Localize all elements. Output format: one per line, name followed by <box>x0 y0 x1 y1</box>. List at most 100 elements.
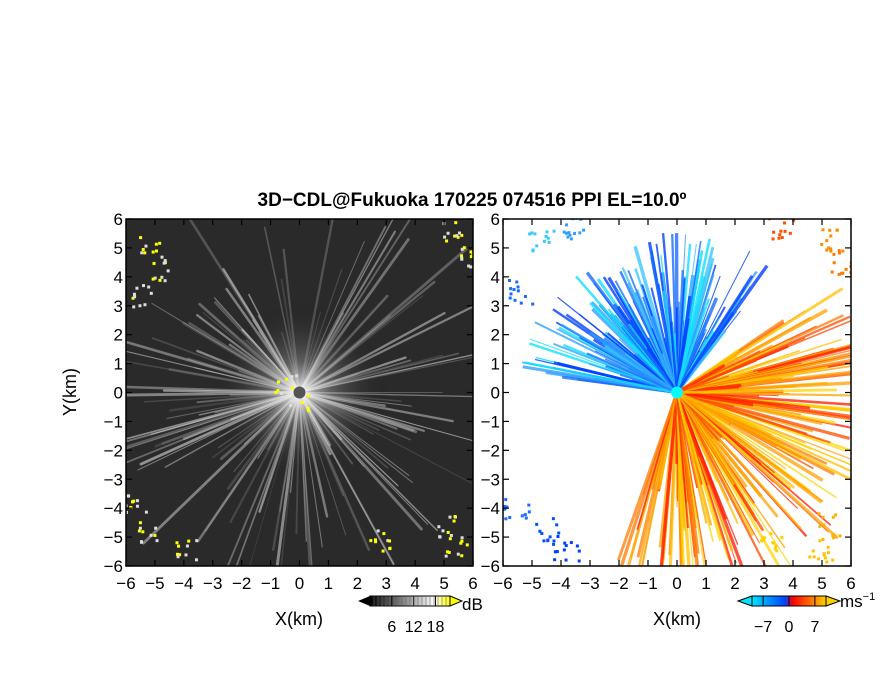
right-echo-speckle <box>830 270 834 274</box>
left-echo-speckle <box>163 259 167 263</box>
right-echo-speckle <box>827 246 831 250</box>
right-ray-positive <box>676 355 851 394</box>
left-echo-speckle <box>456 235 460 239</box>
left-echo-speckle <box>126 504 128 508</box>
left-echo-speckle <box>382 532 386 536</box>
right-echo-speckle <box>778 233 782 237</box>
left-echo-speckle <box>290 399 294 403</box>
right-echo-speckle <box>578 231 582 235</box>
right-echo-speckle <box>547 240 551 244</box>
left-colorbar: 6 12 18 dB <box>358 595 483 636</box>
right-echo-speckle <box>546 539 550 543</box>
right-ray-negative <box>675 275 754 394</box>
left-echo-speckle <box>471 252 473 256</box>
left-echo-speckle <box>155 539 159 543</box>
left-echo-speckle <box>185 544 189 548</box>
right-x-tick-label: −1 <box>638 574 657 593</box>
right-ray-negative <box>589 363 678 394</box>
right-x-tick-label: 5 <box>817 574 826 593</box>
right-echo-speckle <box>774 544 778 548</box>
right-echo-speckle <box>524 516 528 520</box>
left-y-tick-label: 3 <box>114 297 123 316</box>
left-echo-speckle <box>132 499 136 503</box>
right-echo-speckle <box>542 239 546 243</box>
right-x-tick-label: 0 <box>672 574 681 593</box>
left-y-tick-label: 0 <box>114 384 123 403</box>
right-ray-positive <box>676 391 736 486</box>
left-echo-speckle <box>175 552 179 556</box>
left-echo-speckle <box>456 552 460 556</box>
right-echo-speckle <box>761 536 765 540</box>
right-echo-speckle <box>552 229 556 233</box>
left-echo-speckle <box>158 241 162 245</box>
right-echo-speckle <box>831 558 835 562</box>
left-y-tick-label: −4 <box>104 499 123 518</box>
left-echo-speckle <box>178 553 182 557</box>
right-edge-echoes <box>503 219 851 564</box>
left-echo-speckle <box>149 291 153 295</box>
right-y-tick-label: 6 <box>491 210 500 229</box>
right-echo-speckle <box>831 533 835 537</box>
right-echo-speckle <box>849 270 851 274</box>
right-echo-speckle <box>523 513 527 517</box>
right-echo-speckle <box>552 539 556 543</box>
left-echo-speckle <box>138 526 142 530</box>
right-x-tick-label: −4 <box>551 574 570 593</box>
right-x-tick-label: −5 <box>522 574 541 593</box>
left-echo-speckle <box>132 292 136 296</box>
left-echo-speckle <box>166 269 170 273</box>
left-colorbar-tick-label: 18 <box>427 619 445 636</box>
right-echo-speckle <box>831 515 835 519</box>
right-x-tick-label: 2 <box>730 574 739 593</box>
left-panel: −6 −5 −4 −3 −2 −1 0 1 2 3 4 5 6 −6−5−4−3−2−10123456 … <box>60 210 483 636</box>
right-echo-speckle <box>775 549 779 553</box>
left-x-tick-label: −2 <box>232 574 251 593</box>
left-echo-speckle <box>137 529 141 533</box>
right-center-dot <box>671 386 683 399</box>
left-x-tick-label: 0 <box>295 574 304 593</box>
right-ray-positive <box>642 392 678 496</box>
right-echo-speckle <box>837 272 841 276</box>
left-echo-speckle <box>469 255 473 259</box>
right-x-tick-label: −2 <box>609 574 628 593</box>
left-colorbar-unit: dB <box>462 595 483 614</box>
left-echo-speckle <box>446 530 450 534</box>
right-colorbar: −7 0 7 ms−1 <box>736 591 875 636</box>
right-x-tick-label: −3 <box>580 574 599 593</box>
right-echo-speckle <box>579 219 583 221</box>
left-echo-speckle <box>388 546 392 550</box>
left-y-tick-label: −2 <box>104 441 123 460</box>
right-echo-speckle <box>577 559 581 563</box>
left-echo-speckle <box>460 554 464 558</box>
right-echo-speckle <box>582 228 586 232</box>
left-x-axis: −6 −5 −4 −3 −2 −1 0 1 2 3 4 5 6 <box>116 219 478 593</box>
right-echo-speckle <box>822 523 826 527</box>
right-ray-negative <box>675 298 710 393</box>
left-echo-speckle <box>369 539 373 543</box>
left-echo-speckle <box>154 526 158 530</box>
right-echo-speckle <box>533 232 537 236</box>
right-y-tick-label: 2 <box>491 326 500 345</box>
right-echo-speckle <box>811 549 815 553</box>
right-echo-speckle <box>829 247 833 251</box>
left-echo-speckle <box>132 305 136 309</box>
left-x-tick-label: 5 <box>439 574 448 593</box>
right-x-tick-label: 3 <box>759 574 768 593</box>
left-edge-echoes <box>126 221 473 562</box>
left-colorbar-tick-label: 6 <box>387 619 396 636</box>
left-x-tick-label: 4 <box>410 574 419 593</box>
right-echo-speckle <box>780 236 784 240</box>
left-echo-speckle <box>162 261 166 265</box>
right-echo-speckle <box>508 296 512 300</box>
left-echo-speckle <box>291 386 295 390</box>
left-echo-speckle <box>153 533 157 537</box>
right-echo-speckle <box>530 231 534 235</box>
left-echo-speckle <box>300 401 304 405</box>
left-echo-speckle <box>453 515 457 519</box>
right-ray-positive <box>659 392 679 566</box>
right-colorbar-tick-label: −7 <box>754 619 772 636</box>
left-echo-speckle <box>289 403 293 407</box>
right-echo-speckle <box>513 298 517 302</box>
right-ray-negative <box>650 256 679 393</box>
